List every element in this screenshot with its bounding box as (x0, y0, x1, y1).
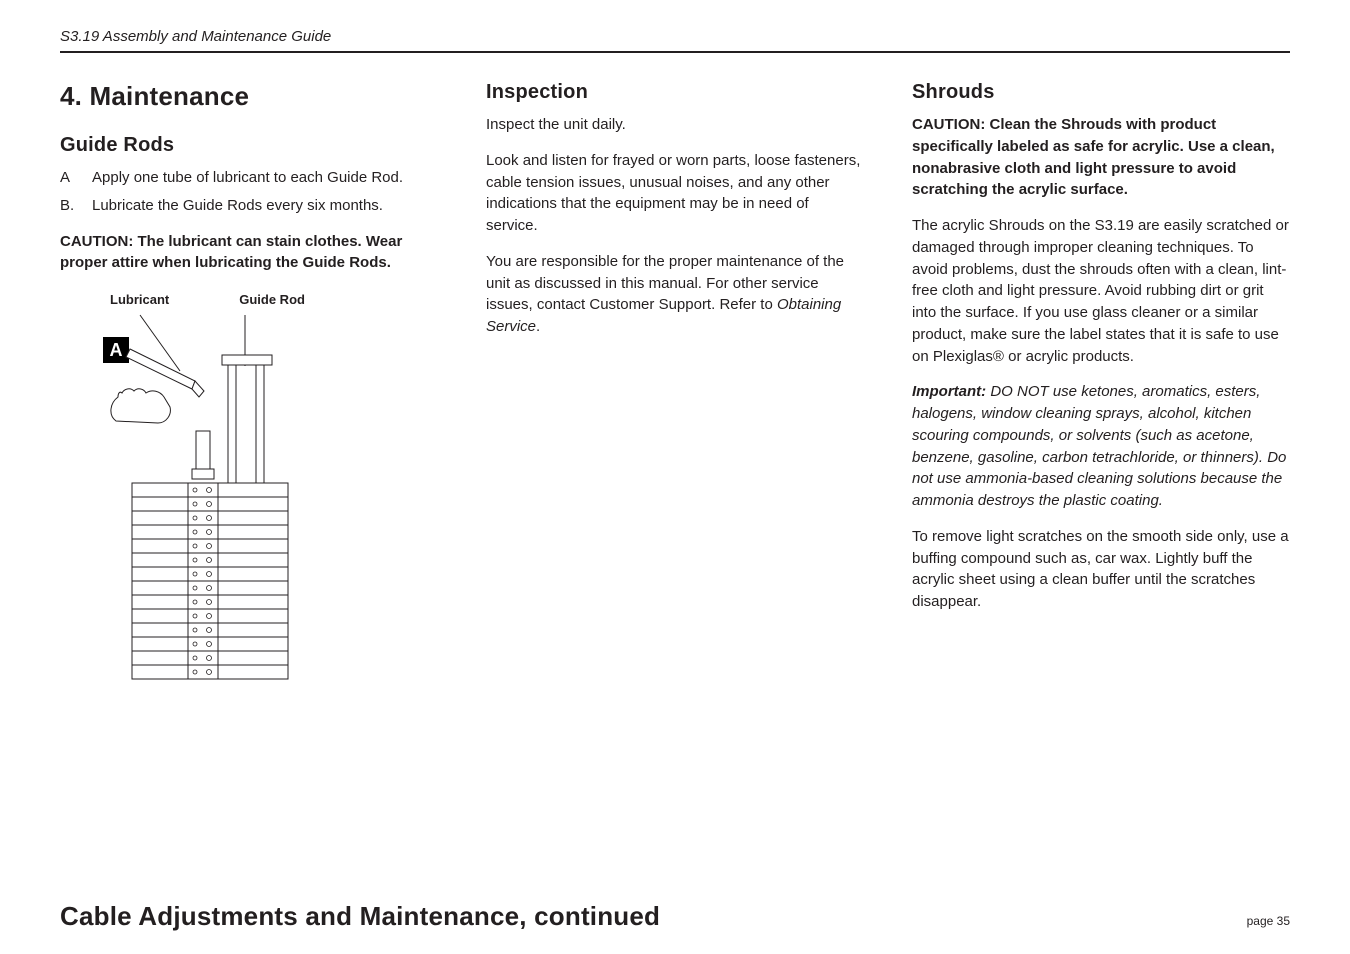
figure-box-letter: A (110, 340, 123, 360)
inspection-p3: You are responsible for the proper maint… (486, 251, 864, 338)
section-heading: 4. Maintenance (60, 81, 438, 112)
figure-svg: A (100, 311, 320, 681)
list-text: Apply one tube of lubricant to each Guid… (92, 167, 403, 189)
inspection-p2: Look and listen for frayed or worn parts… (486, 150, 864, 237)
column-1: 4. Maintenance Guide Rods A Apply one tu… (60, 81, 438, 686)
important-label: Important: (912, 383, 986, 400)
list-marker: B. (60, 195, 78, 217)
subheading-shrouds: Shrouds (912, 81, 1290, 104)
shrouds-p1: The acrylic Shrouds on the S3.19 are eas… (912, 215, 1290, 367)
shrouds-important: Important: DO NOT use ketones, aromatics… (912, 381, 1290, 512)
columns: 4. Maintenance Guide Rods A Apply one tu… (60, 81, 1290, 686)
column-3: Shrouds CAUTION: Clean the Shrouds with … (912, 81, 1290, 686)
footer-title: Cable Adjustments and Maintenance, conti… (60, 901, 660, 932)
list-item: B. Lubricate the Guide Rods every six mo… (60, 195, 438, 217)
running-head: S3.19 Assembly and Maintenance Guide (60, 28, 1290, 45)
footer: Cable Adjustments and Maintenance, conti… (60, 901, 1290, 932)
inspection-p3-b: . (536, 318, 540, 335)
figure-label-lubricant: Lubricant (110, 292, 169, 307)
list-text: Lubricate the Guide Rods every six month… (92, 195, 383, 217)
top-rule (60, 51, 1290, 53)
figure-lubricant: Lubricant Guide Rod A (60, 292, 438, 686)
shrouds-p2: To remove light scratches on the smooth … (912, 526, 1290, 613)
page-number: page 35 (1247, 914, 1290, 928)
subheading-inspection: Inspection (486, 81, 864, 104)
caution-guide-rods: CAUTION: The lubricant can stain clothes… (60, 231, 438, 275)
caution-shrouds: CAUTION: Clean the Shrouds with product … (912, 114, 1290, 201)
inspection-p1: Inspect the unit daily. (486, 114, 864, 136)
figure-label-guide-rod: Guide Rod (239, 292, 305, 307)
important-body: DO NOT use ketones, aromatics, esters, h… (912, 383, 1286, 509)
list-item: A Apply one tube of lubricant to each Gu… (60, 167, 438, 189)
list-marker: A (60, 167, 78, 189)
guide-rods-list: A Apply one tube of lubricant to each Gu… (60, 167, 438, 217)
column-2: Inspection Inspect the unit daily. Look … (486, 81, 864, 686)
subheading-guide-rods: Guide Rods (60, 134, 438, 157)
